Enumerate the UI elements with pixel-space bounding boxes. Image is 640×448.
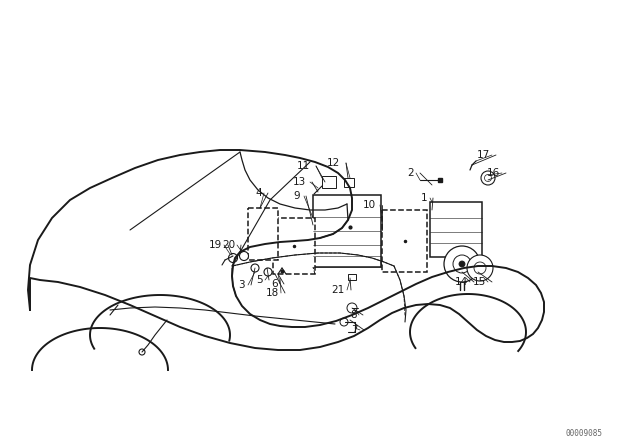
Text: 4: 4 xyxy=(255,188,262,198)
Text: 3: 3 xyxy=(238,280,245,290)
Circle shape xyxy=(340,318,348,326)
Text: 18: 18 xyxy=(266,288,279,298)
Bar xyxy=(348,274,356,280)
Bar xyxy=(344,178,354,187)
Circle shape xyxy=(467,255,493,281)
Bar xyxy=(273,218,315,274)
Bar xyxy=(313,195,381,267)
Text: 11: 11 xyxy=(297,161,310,171)
Circle shape xyxy=(459,261,465,267)
Bar xyxy=(322,176,336,188)
Text: 1: 1 xyxy=(420,193,427,203)
Circle shape xyxy=(481,171,495,185)
Text: 15: 15 xyxy=(473,277,486,287)
Circle shape xyxy=(264,268,272,276)
Text: 5: 5 xyxy=(257,275,263,285)
Text: 20: 20 xyxy=(222,240,235,250)
Text: 19: 19 xyxy=(209,240,222,250)
Text: 12: 12 xyxy=(327,158,340,168)
Text: 16: 16 xyxy=(487,168,500,178)
Circle shape xyxy=(474,262,486,274)
Text: 00009085: 00009085 xyxy=(565,429,602,438)
Circle shape xyxy=(444,246,480,282)
Text: 14: 14 xyxy=(455,277,468,287)
Circle shape xyxy=(139,349,145,355)
Circle shape xyxy=(239,251,248,260)
Text: 7: 7 xyxy=(351,325,358,335)
Text: 6: 6 xyxy=(271,279,278,289)
Circle shape xyxy=(251,264,259,272)
Circle shape xyxy=(484,175,492,181)
Text: 17: 17 xyxy=(477,150,490,160)
Circle shape xyxy=(453,255,471,273)
Text: 13: 13 xyxy=(292,177,306,187)
Circle shape xyxy=(347,303,357,313)
Bar xyxy=(248,208,278,260)
Text: 8: 8 xyxy=(350,310,357,320)
Text: 21: 21 xyxy=(332,285,345,295)
Bar xyxy=(430,202,482,257)
Text: 10: 10 xyxy=(363,200,376,210)
Text: 2: 2 xyxy=(408,168,414,178)
Circle shape xyxy=(228,254,237,263)
Text: 9: 9 xyxy=(293,191,300,201)
Bar xyxy=(382,210,427,272)
